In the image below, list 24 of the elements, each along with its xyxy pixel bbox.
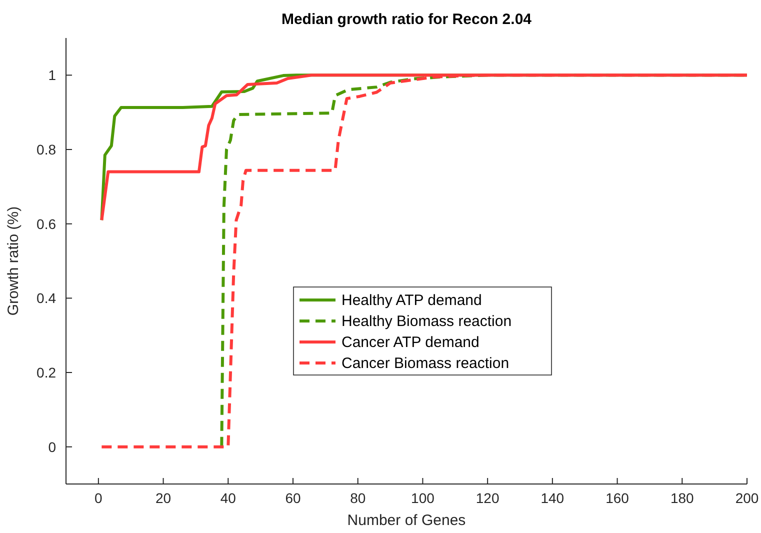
x-tick-label: 200 (735, 490, 759, 506)
chart-title: Median growth ratio for Recon 2.04 (281, 11, 532, 28)
x-tick-label: 140 (540, 490, 564, 506)
x-axis-title: Number of Genes (347, 512, 466, 529)
x-tick-label: 160 (606, 490, 630, 506)
y-tick-label: 0.8 (36, 142, 56, 158)
y-tick-label: 0.2 (36, 364, 56, 380)
y-tick-label: 1 (48, 67, 56, 84)
y-tick-label: 0.4 (36, 290, 56, 306)
x-tick-label: 120 (476, 490, 500, 506)
x-tick-label: 0 (94, 490, 103, 506)
x-tick-label: 180 (670, 490, 694, 506)
x-tick-label: 100 (411, 490, 435, 506)
x-tick-label: 80 (350, 490, 366, 506)
legend-label: Healthy Biomass reaction (342, 313, 512, 330)
legend-label: Cancer Biomass reaction (342, 355, 510, 372)
y-tick-label: 0 (48, 438, 56, 455)
y-axis-title: Growth ratio (%) (5, 206, 22, 316)
legend-label: Healthy ATP demand (342, 292, 482, 309)
y-tick-label: 0.6 (36, 216, 56, 232)
x-tick-label: 60 (285, 490, 301, 506)
x-tick-label: 20 (155, 490, 172, 506)
legend-label: Cancer ATP demand (342, 334, 480, 351)
x-tick-label: 40 (220, 490, 236, 506)
